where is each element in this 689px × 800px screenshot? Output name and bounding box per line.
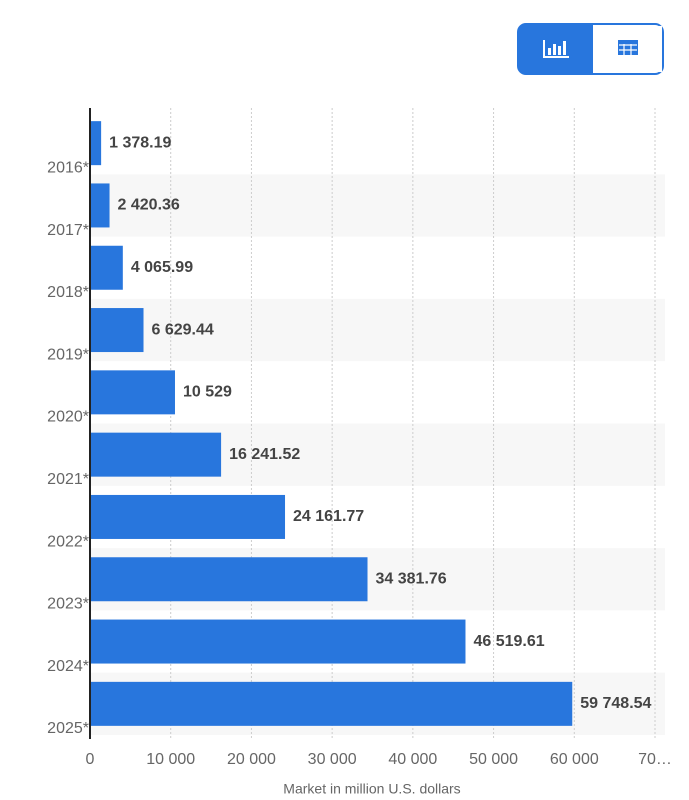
x-tick-label: 0 [86, 751, 95, 768]
y-tick-label: 2022* [47, 533, 89, 550]
value-label: 10 529 [183, 384, 232, 401]
row-stripe [90, 174, 665, 237]
x-tick-label: 30 000 [308, 751, 357, 768]
x-axis-label: Market in million U.S. dollars [283, 781, 460, 797]
bar [90, 121, 102, 166]
bar [90, 557, 368, 602]
value-label: 24 161.77 [293, 508, 364, 525]
bar [90, 494, 286, 539]
bar [90, 432, 222, 477]
x-tick-label: 40 000 [388, 751, 437, 768]
chart-icon [543, 40, 569, 58]
x-tick-label: 60 000 [550, 751, 599, 768]
value-label: 2 420.36 [118, 197, 180, 214]
value-label: 4 065.99 [131, 259, 193, 276]
y-tick-label: 2017* [47, 222, 89, 239]
bar [90, 370, 175, 415]
y-tick-label: 2019* [47, 346, 89, 363]
value-label: 59 748.54 [580, 695, 651, 712]
value-label: 16 241.52 [229, 446, 300, 463]
row-stripe [90, 298, 665, 362]
bar [90, 619, 466, 664]
table-icon [618, 40, 638, 55]
x-tick-label: 10 000 [146, 751, 195, 768]
value-label: 46 519.61 [473, 633, 544, 650]
bar [90, 681, 573, 726]
value-label: 34 381.76 [376, 570, 447, 587]
y-tick-label: 2023* [47, 596, 89, 613]
y-tick-label: 2020* [47, 409, 89, 426]
bar [90, 183, 110, 228]
view-toggle [517, 23, 664, 75]
x-tick-label: 20 000 [227, 751, 276, 768]
bar [90, 308, 144, 353]
y-tick-label: 2021* [47, 471, 89, 488]
y-tick-label: 2025* [47, 720, 89, 737]
x-tick-label: 50 000 [469, 751, 518, 768]
value-label: 6 629.44 [152, 321, 214, 338]
y-tick-label: 2016* [47, 160, 89, 177]
y-tick-label: 2018* [47, 284, 89, 301]
x-tick-label: 70… [638, 751, 672, 768]
y-tick-label: 2024* [47, 658, 89, 675]
value-label: 1 378.19 [109, 134, 171, 151]
bar [90, 245, 123, 290]
